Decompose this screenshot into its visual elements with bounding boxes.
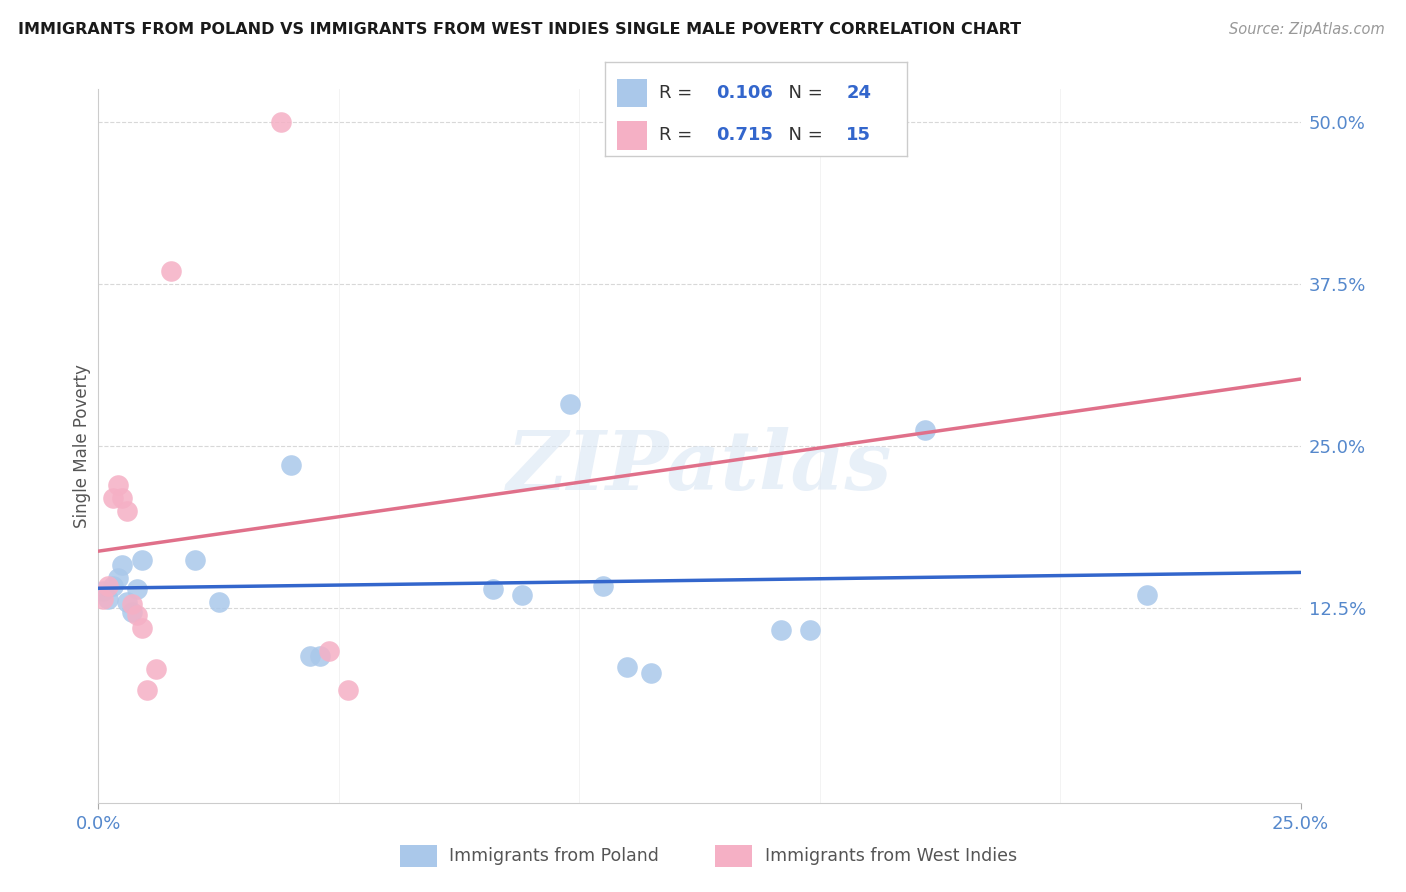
Text: 24: 24: [846, 85, 872, 103]
Point: [131, 621, 153, 635]
Bar: [617, 121, 647, 150]
Point: [510, 588, 533, 602]
Point: [770, 624, 793, 638]
Point: [183, 553, 205, 567]
Text: 0.106: 0.106: [717, 85, 773, 103]
Point: [131, 553, 153, 567]
Point: [91, 592, 114, 607]
Point: [125, 607, 148, 622]
Point: [117, 504, 139, 518]
Point: [318, 644, 340, 658]
Point: [125, 582, 148, 596]
Point: [117, 595, 139, 609]
Point: [107, 478, 129, 492]
Point: [111, 491, 134, 505]
Point: [97, 592, 120, 607]
Point: [91, 584, 114, 599]
Text: N =: N =: [778, 85, 828, 103]
Point: [121, 597, 143, 611]
Text: Source: ZipAtlas.com: Source: ZipAtlas.com: [1229, 22, 1385, 37]
Point: [208, 595, 231, 609]
Point: [337, 682, 360, 697]
Point: [111, 558, 134, 573]
Point: [145, 662, 167, 676]
Point: [308, 649, 330, 664]
Bar: [399, 846, 437, 867]
Point: [121, 605, 143, 619]
Point: [799, 624, 821, 638]
Point: [101, 491, 124, 505]
Text: 15: 15: [846, 127, 872, 145]
Point: [914, 424, 936, 438]
Point: [101, 579, 124, 593]
Bar: [716, 846, 752, 867]
Point: [107, 571, 129, 585]
Point: [298, 649, 321, 664]
Text: 0.715: 0.715: [717, 127, 773, 145]
Text: IMMIGRANTS FROM POLAND VS IMMIGRANTS FROM WEST INDIES SINGLE MALE POVERTY CORREL: IMMIGRANTS FROM POLAND VS IMMIGRANTS FRO…: [18, 22, 1021, 37]
Point: [592, 579, 614, 593]
Point: [280, 458, 302, 473]
Point: [159, 264, 181, 278]
Text: ZIPatlas: ZIPatlas: [506, 427, 893, 508]
Text: Immigrants from Poland: Immigrants from Poland: [450, 847, 659, 865]
Point: [558, 397, 581, 411]
Point: [616, 659, 638, 673]
Text: R =: R =: [659, 127, 697, 145]
Point: [640, 666, 662, 681]
Point: [481, 582, 503, 596]
Point: [1136, 588, 1159, 602]
Point: [97, 579, 120, 593]
Point: [135, 682, 157, 697]
Text: Immigrants from West Indies: Immigrants from West Indies: [765, 847, 1017, 865]
Text: N =: N =: [778, 127, 828, 145]
Text: R =: R =: [659, 85, 697, 103]
Bar: [617, 79, 647, 107]
Y-axis label: Single Male Poverty: Single Male Poverty: [73, 364, 91, 528]
Point: [270, 114, 292, 128]
